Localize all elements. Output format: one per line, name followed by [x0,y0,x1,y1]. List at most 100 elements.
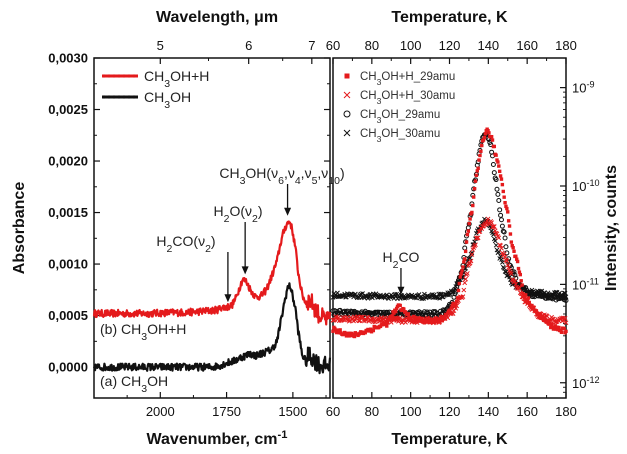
y-tick-label: 10-10 [572,178,600,194]
data-point [439,316,444,321]
data-point [504,204,508,209]
data-point [499,177,504,181]
series-line [92,282,332,375]
y-tick-label: 0,0010 [48,257,88,272]
series-ch3oh [92,282,332,375]
data-point [333,328,338,332]
data-point [352,334,357,339]
data-point [348,331,352,336]
legend-marker [122,74,126,78]
data-point [465,271,470,276]
data-point [501,265,507,271]
data-point [369,330,374,334]
data-point [343,331,348,335]
x-tick-label: 60 [326,404,340,419]
data-point [420,320,425,324]
data-point [508,271,514,277]
data-point [474,173,479,178]
x-tick-label: 180 [555,404,577,419]
data-point [347,334,351,338]
data-point [340,315,346,320]
data-point [343,294,348,300]
data-point [430,318,435,322]
data-point [562,326,566,331]
data-point [335,330,340,334]
data-point [495,191,501,197]
data-point [420,316,424,321]
data-point [492,144,497,149]
data-point [494,153,498,157]
data-point [502,235,508,241]
data-point [363,330,367,335]
data-point [530,303,534,308]
legend-marker [127,74,131,78]
data-point [434,316,438,320]
data-point [496,160,500,164]
top-x-tick-label: 5 [157,38,164,53]
data-point [390,314,394,318]
data-point [455,296,460,300]
data-point [398,303,402,308]
data-point [534,309,539,313]
data-point [384,321,388,326]
data-point [454,284,460,290]
annotation-arrow [224,252,232,303]
data-point [411,319,415,323]
data-point [338,328,342,332]
data-point [512,249,516,253]
data-point [356,318,362,324]
data-point [363,318,369,323]
data-point [520,283,524,287]
x-tick-label: 160 [516,404,538,419]
data-point [488,142,494,148]
data-point [419,319,423,323]
data-point [497,207,503,213]
top-x-tick-label: 80 [365,38,379,53]
data-point [470,210,474,215]
data-point [493,177,499,183]
series-ch3oh-h-29amu [331,127,568,339]
annotation-arrow [397,268,405,295]
data-point [505,206,509,211]
data-point [467,221,471,226]
data-point [498,217,504,223]
data-point [371,328,376,333]
data-point [456,288,461,293]
data-point [448,310,453,314]
top-x-tick-label: 140 [477,38,499,53]
legend-entry-label: CH3OH+H_29amu [360,71,455,87]
series-ch3oh-30amu [330,216,569,302]
data-point [506,219,511,223]
legend-marker [117,74,121,78]
data-point [510,243,514,248]
legend-marker [122,95,126,99]
data-point [471,203,475,208]
data-point [491,232,496,237]
data-point [554,327,558,331]
right-legend: CH3OH+H_29amu CH3OH+H_30amu CH3OH_29amu CH3… [343,71,455,144]
x-tick-label: 80 [365,404,379,419]
data-point [446,312,450,316]
data-point [519,279,523,283]
data-point [473,179,478,183]
data-point [476,166,480,170]
data-point [438,318,443,323]
data-point [459,272,463,276]
y-tick-label: 0,0015 [48,205,88,220]
data-point [440,319,445,323]
data-point [477,229,483,234]
data-point [449,306,453,310]
data-point [509,240,514,244]
data-point [478,153,482,158]
legend-marker [107,74,111,78]
data-point [336,328,341,332]
data-point [343,129,351,137]
data-point [388,315,393,319]
legend-entry-label: CH3OH_30amu [360,128,440,144]
data-point [344,73,350,79]
data-point [504,258,510,264]
x-axis-title: Wavenumber, cm-1 [147,429,288,448]
top-x-axis-title: Temperature, K [391,9,508,26]
left-plot-frame [93,57,331,399]
